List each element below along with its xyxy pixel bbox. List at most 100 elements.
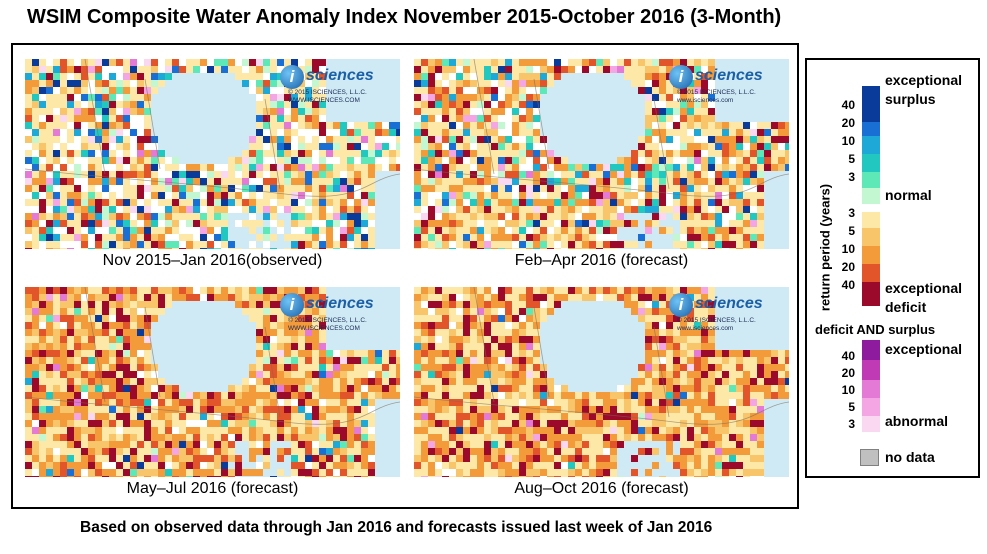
anomaly-cell (428, 164, 435, 171)
anomaly-cell (505, 336, 512, 343)
anomaly-cell (498, 157, 505, 164)
anomaly-cell (771, 350, 778, 357)
anomaly-cell (687, 448, 694, 455)
anomaly-cell (179, 392, 186, 399)
anomaly-cell (242, 420, 249, 427)
anomaly-cell (179, 171, 186, 178)
anomaly-cell (701, 476, 708, 477)
anomaly-cell (414, 185, 421, 192)
anomaly-cell (435, 315, 442, 322)
anomaly-cell (284, 476, 291, 477)
anomaly-cell (715, 392, 722, 399)
anomaly-cell (659, 287, 666, 294)
anomaly-cell (284, 357, 291, 364)
anomaly-cell (81, 206, 88, 213)
anomaly-cell (449, 455, 456, 462)
anomaly-cell (102, 343, 109, 350)
anomaly-cell (319, 301, 326, 308)
anomaly-cell (456, 80, 463, 87)
anomaly-cell (214, 455, 221, 462)
anomaly-cell (743, 350, 750, 357)
anomaly-cell (305, 185, 312, 192)
anomaly-cell (319, 234, 326, 241)
anomaly-cell (375, 143, 382, 150)
anomaly-cell (319, 227, 326, 234)
anomaly-cell (771, 371, 778, 378)
anomaly-cell (270, 59, 277, 66)
anomaly-cell (603, 434, 610, 441)
anomaly-cell (32, 448, 39, 455)
anomaly-cell (757, 157, 764, 164)
anomaly-cell (421, 192, 428, 199)
anomaly-cell (207, 199, 214, 206)
anomaly-cell (25, 315, 32, 322)
anomaly-cell (694, 350, 701, 357)
anomaly-cell (277, 178, 284, 185)
anomaly-cell (477, 406, 484, 413)
anomaly-cell (123, 434, 130, 441)
anomaly-cell (596, 59, 603, 66)
anomaly-cell (757, 136, 764, 143)
anomaly-cell (277, 206, 284, 213)
anomaly-cell (291, 420, 298, 427)
anomaly-cell (512, 73, 519, 80)
anomaly-cell (221, 248, 228, 249)
anomaly-cell (547, 164, 554, 171)
anomaly-cell (582, 206, 589, 213)
anomaly-cell (123, 220, 130, 227)
anomaly-cell (694, 80, 701, 87)
anomaly-cell (312, 143, 319, 150)
anomaly-cell (102, 427, 109, 434)
anomaly-cell (603, 234, 610, 241)
anomaly-cell (498, 308, 505, 315)
anomaly-cell (449, 343, 456, 350)
anomaly-cell (428, 441, 435, 448)
anomaly-cell (312, 441, 319, 448)
anomaly-cell (498, 73, 505, 80)
swatch-surplus-5 (862, 172, 880, 188)
anomaly-cell (687, 427, 694, 434)
anomaly-cell (116, 455, 123, 462)
anomaly-cell (463, 413, 470, 420)
anomaly-cell (533, 115, 540, 122)
anomaly-cell (81, 364, 88, 371)
anomaly-cell (67, 350, 74, 357)
anomaly-cell (39, 399, 46, 406)
anomaly-cell (95, 427, 102, 434)
anomaly-cell (81, 308, 88, 315)
anomaly-cell (498, 143, 505, 150)
anomaly-cell (396, 129, 400, 136)
anomaly-cell (589, 294, 596, 301)
anomaly-cell (442, 350, 449, 357)
anomaly-cell (39, 241, 46, 248)
anomaly-cell (687, 136, 694, 143)
anomaly-cell (158, 150, 165, 157)
anomaly-cell (428, 143, 435, 150)
anomaly-cell (645, 336, 652, 343)
anomaly-cell (158, 392, 165, 399)
anomaly-cell (505, 199, 512, 206)
anomaly-cell (512, 406, 519, 413)
anomaly-cell (249, 136, 256, 143)
anomaly-cell (235, 73, 242, 80)
anomaly-cell (81, 441, 88, 448)
anomaly-cell (39, 343, 46, 350)
anomaly-cell (680, 462, 687, 469)
anomaly-cell (631, 157, 638, 164)
anomaly-cell (130, 357, 137, 364)
anomaly-cell (421, 336, 428, 343)
anomaly-cell (456, 178, 463, 185)
anomaly-cell (645, 329, 652, 336)
anomaly-cell (214, 241, 221, 248)
anomaly-cell (652, 206, 659, 213)
anomaly-cell (533, 399, 540, 406)
anomaly-cell (361, 392, 368, 399)
anomaly-cell (470, 308, 477, 315)
anomaly-cell (53, 129, 60, 136)
anomaly-cell (263, 448, 270, 455)
anomaly-cell (785, 164, 789, 171)
anomaly-cell (512, 171, 519, 178)
anomaly-cell (256, 192, 263, 199)
anomaly-cell (456, 357, 463, 364)
anomaly-cell (67, 199, 74, 206)
